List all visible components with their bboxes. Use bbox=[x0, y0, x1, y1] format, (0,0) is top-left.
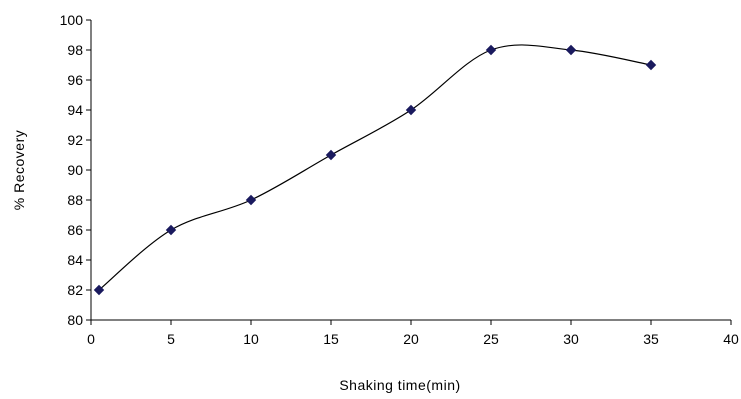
data-point bbox=[565, 44, 577, 56]
x-tick-label: 35 bbox=[643, 331, 659, 347]
y-tick-label: 84 bbox=[67, 252, 83, 268]
x-tick-label: 5 bbox=[167, 331, 175, 347]
data-point bbox=[645, 59, 657, 71]
y-tick-label: 100 bbox=[60, 12, 84, 28]
data-point bbox=[485, 44, 497, 56]
y-tick-label: 86 bbox=[67, 222, 83, 238]
x-tick-label: 30 bbox=[563, 331, 579, 347]
y-tick-label: 98 bbox=[67, 42, 83, 58]
y-tick-label: 96 bbox=[67, 72, 83, 88]
x-axis-title: Shaking time(min) bbox=[339, 377, 460, 393]
data-point bbox=[93, 284, 105, 296]
data-point bbox=[405, 104, 417, 116]
y-tick-label: 94 bbox=[67, 102, 83, 118]
y-tick-label: 90 bbox=[67, 162, 83, 178]
x-tick-label: 40 bbox=[723, 331, 739, 347]
x-tick-label: 20 bbox=[403, 331, 419, 347]
axes: 80 82 84 86 88 90 92 94 96 98 100 0 5 10 15 20 25 30 35 40 bbox=[60, 12, 739, 347]
data-point bbox=[245, 194, 257, 206]
series-line bbox=[98, 44, 652, 291]
y-tick-label: 88 bbox=[67, 192, 83, 208]
x-tick-label: 10 bbox=[243, 331, 259, 347]
data-point bbox=[165, 224, 177, 236]
y-tick-label: 80 bbox=[67, 312, 83, 328]
series-layer bbox=[93, 44, 657, 296]
data-point bbox=[325, 149, 337, 161]
x-tick-label: 25 bbox=[483, 331, 499, 347]
x-tick-label: 0 bbox=[87, 331, 95, 347]
y-tick-label: 82 bbox=[67, 282, 83, 298]
x-tick-label: 15 bbox=[323, 331, 339, 347]
y-axis-title: % Recovery bbox=[11, 130, 27, 210]
y-tick-label: 92 bbox=[67, 132, 83, 148]
